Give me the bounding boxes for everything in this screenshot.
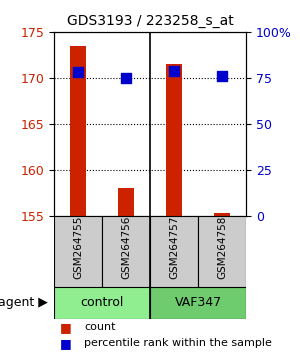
Text: GSM264757: GSM264757 — [169, 216, 179, 280]
Text: GSM264758: GSM264758 — [217, 216, 227, 280]
FancyBboxPatch shape — [198, 216, 246, 287]
FancyBboxPatch shape — [102, 216, 150, 287]
FancyBboxPatch shape — [54, 216, 102, 287]
Point — [172, 68, 176, 73]
Bar — [166, 64, 182, 216]
Bar — [118, 188, 134, 216]
Point — [220, 73, 224, 79]
FancyBboxPatch shape — [54, 287, 150, 319]
Point — [124, 75, 128, 81]
Text: count: count — [84, 322, 116, 332]
Text: ■: ■ — [60, 321, 72, 334]
Text: percentile rank within the sample: percentile rank within the sample — [84, 338, 272, 348]
Text: control: control — [80, 296, 124, 309]
Bar — [70, 46, 86, 216]
Point — [76, 69, 80, 75]
Text: GSM264755: GSM264755 — [73, 216, 83, 280]
Text: VAF347: VAF347 — [174, 296, 222, 309]
Text: ■: ■ — [60, 337, 72, 350]
FancyBboxPatch shape — [150, 216, 198, 287]
Text: GSM264756: GSM264756 — [121, 216, 131, 280]
Bar — [214, 213, 230, 216]
Text: agent ▶: agent ▶ — [0, 296, 48, 309]
Title: GDS3193 / 223258_s_at: GDS3193 / 223258_s_at — [67, 14, 233, 28]
FancyBboxPatch shape — [150, 287, 246, 319]
